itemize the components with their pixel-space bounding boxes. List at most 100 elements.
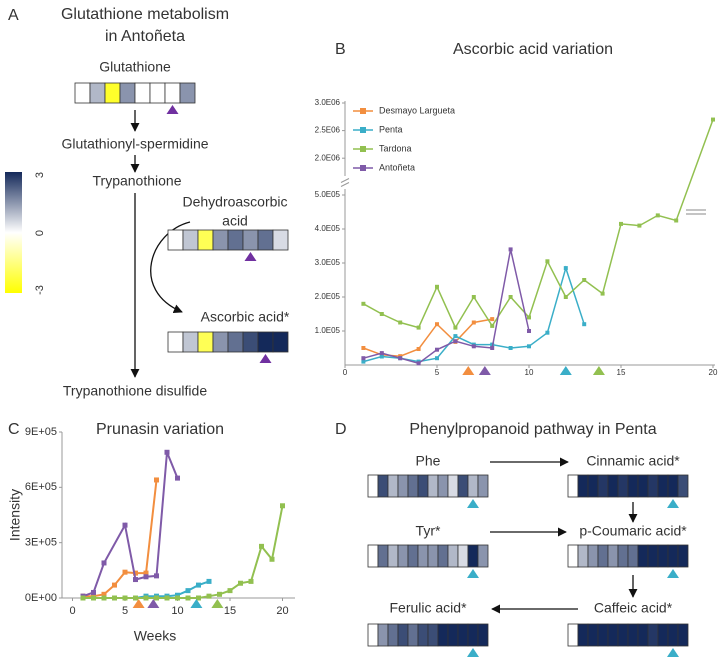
heat-cell [657, 544, 669, 568]
panel-letter: A [8, 7, 19, 24]
heat-cell [627, 623, 639, 647]
point [206, 578, 212, 584]
marker-triangle [132, 599, 145, 608]
heat-cell [577, 623, 589, 647]
point [471, 320, 476, 325]
point [133, 595, 138, 601]
heat-cell [447, 544, 459, 568]
series-line [363, 119, 714, 330]
point [453, 334, 458, 339]
point [453, 325, 458, 330]
heat-cell [627, 474, 639, 498]
point [217, 591, 222, 597]
series-line [363, 249, 530, 365]
point [206, 593, 212, 599]
heat-cell [257, 331, 274, 353]
marker-triangle [147, 599, 160, 608]
marker-triangle [467, 648, 479, 657]
panel-title: Glutathione metabolism [61, 6, 229, 23]
heat-cell [417, 544, 429, 568]
heat-cell [197, 331, 214, 353]
point [361, 346, 366, 350]
axis-break [340, 182, 350, 187]
marker-triangle [211, 599, 224, 608]
heat-cell [567, 474, 579, 498]
node-label: Ascorbic acid* [201, 309, 290, 325]
legend-label: Penta [379, 124, 403, 134]
heat-cell [182, 229, 199, 251]
node-label: Ferulic acid* [389, 600, 467, 616]
heat-cell [417, 474, 429, 498]
heat-cell [179, 82, 196, 104]
heat-cell [647, 544, 659, 568]
point [361, 356, 366, 361]
heat-cell [437, 623, 449, 647]
heat-cell [587, 623, 599, 647]
point [91, 589, 96, 595]
heat-cell [607, 544, 619, 568]
legend-label: Antoñeta [379, 162, 415, 172]
heat-cell [407, 474, 419, 498]
point [101, 595, 107, 601]
series-line [363, 318, 493, 357]
point [164, 595, 170, 601]
point [196, 582, 201, 588]
node-label: Tyr* [416, 523, 441, 539]
marker-triangle [166, 105, 179, 114]
node-label: Glutathionyl-spermidine [61, 136, 208, 152]
point [563, 266, 568, 271]
heat-cell [417, 623, 429, 647]
heat-cell [597, 623, 609, 647]
point [175, 592, 180, 598]
point [416, 361, 421, 366]
series-line [82, 451, 179, 598]
heat-cell [104, 82, 121, 104]
x-tick-label: 20 [709, 368, 718, 377]
point [398, 320, 403, 325]
marker-triangle [559, 366, 572, 375]
point [398, 356, 403, 361]
point [175, 595, 180, 601]
chart-title: Ascorbic acid variation [453, 41, 613, 58]
heat-cell [467, 474, 479, 498]
heat-cell [407, 544, 419, 568]
point [143, 574, 149, 580]
heat-cell [387, 474, 399, 498]
point [471, 344, 476, 349]
point [435, 284, 439, 289]
node-label: Cinnamic acid* [586, 453, 680, 469]
point [435, 347, 439, 352]
heat-cell [617, 474, 629, 498]
point [435, 322, 439, 327]
legend-marker [360, 146, 366, 152]
point [154, 595, 159, 601]
heat-cell [182, 331, 199, 353]
point [112, 582, 117, 588]
point [361, 359, 366, 364]
point [379, 354, 384, 359]
point [490, 323, 495, 328]
heat-cell [212, 229, 229, 251]
heat-cell [637, 544, 649, 568]
point [416, 347, 421, 352]
heat-cell [242, 229, 259, 251]
point [143, 595, 149, 601]
point [154, 573, 159, 579]
marker-triangle [667, 569, 679, 578]
y-tick-label: 3.0E05 [315, 258, 341, 267]
point [143, 570, 149, 576]
heat-cell [272, 331, 289, 353]
curved-arrow [150, 221, 191, 313]
marker-triangle [467, 569, 479, 578]
heat-cell [377, 544, 389, 568]
heat-cell [397, 623, 409, 647]
point [416, 325, 421, 330]
point [122, 569, 128, 575]
point [711, 117, 715, 122]
node-label: Trypanothione [93, 173, 182, 189]
panel-letter: D [335, 421, 347, 438]
node-label: Dehydroascorbic [182, 194, 287, 210]
point [545, 330, 550, 335]
legend-marker [360, 127, 366, 133]
